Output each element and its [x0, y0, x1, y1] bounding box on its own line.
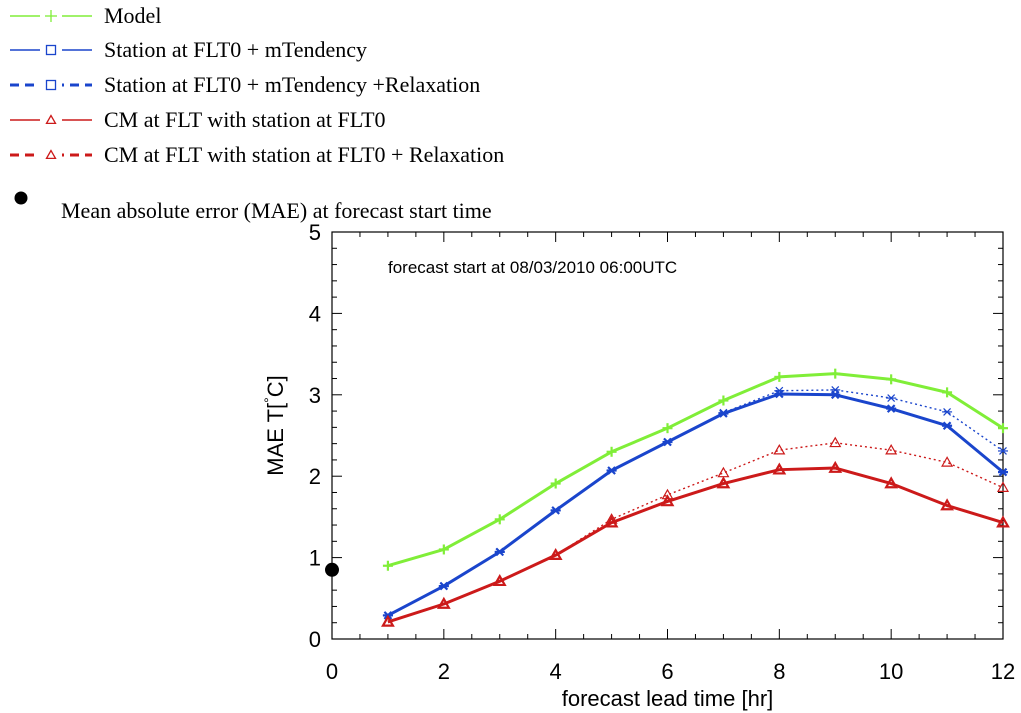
y-axis-label-main: MAE T[ — [263, 403, 288, 476]
triangle-marker — [772, 462, 787, 475]
x-tick-label: 6 — [661, 659, 673, 684]
y-axis-label-degree: ° — [261, 397, 277, 403]
x-tick-label: 0 — [326, 659, 338, 684]
legend-entry-1: Model — [10, 3, 161, 28]
triangle-marker — [381, 614, 395, 627]
y-tick-label: 2 — [309, 464, 321, 489]
x-tick-label: 10 — [879, 659, 903, 684]
plus-marker — [662, 423, 673, 434]
triangle-marker — [716, 476, 731, 489]
triangle-marker — [884, 476, 899, 489]
plus-marker — [45, 10, 57, 22]
asterisk-marker — [830, 390, 841, 400]
triangle-marker — [45, 114, 57, 125]
asterisk-marker — [494, 547, 505, 557]
plus-marker — [942, 387, 953, 398]
y-axis-label-unit: C] — [263, 375, 288, 397]
asterisk-marker — [886, 404, 897, 413]
plus-marker — [886, 374, 897, 385]
plus-marker — [774, 371, 785, 382]
x-tick-label: 2 — [438, 659, 450, 684]
asterisk-marker — [886, 394, 897, 402]
triangle-marker — [773, 443, 786, 455]
triangle-marker — [996, 481, 1010, 492]
start-point-dot — [325, 562, 339, 577]
plot-frame — [331, 231, 1004, 640]
plus-marker — [494, 514, 505, 525]
asterisk-marker — [998, 447, 1008, 455]
series-line-5 — [387, 466, 1004, 624]
triangle-marker — [941, 456, 954, 467]
triangle-marker — [45, 149, 57, 160]
triangle-marker — [660, 494, 675, 507]
x-tick-label: 4 — [550, 659, 562, 684]
asterisk-marker — [606, 466, 617, 475]
asterisk-marker — [550, 506, 561, 515]
y-tick-label: 4 — [309, 301, 321, 326]
series-line-3 — [387, 392, 1004, 617]
asterisk-marker — [942, 421, 953, 431]
legend-label: Station at FLT0 + mTendency — [104, 37, 367, 62]
series-layer — [387, 372, 1004, 624]
forecast-start-annotation: forecast start at 08/03/2010 06:00UTC — [388, 258, 677, 277]
series-line-2 — [387, 389, 1004, 617]
plus-marker — [830, 368, 841, 379]
plus-marker — [438, 544, 449, 555]
legend-label: CM at FLT with station at FLT0 — [104, 107, 386, 132]
asterisk-marker — [942, 407, 953, 416]
legend-entry-start-point: Mean absolute error (MAE) at forecast st… — [14, 191, 492, 223]
y-tick-label: 5 — [309, 220, 321, 245]
y-tick-label: 3 — [309, 383, 321, 408]
triangle-marker — [436, 596, 451, 609]
x-tick-label: 8 — [773, 659, 785, 684]
legend-entry-2: Station at FLT0 + mTendency — [10, 37, 367, 62]
legend-gap — [40, 42, 62, 58]
plus-marker — [998, 423, 1008, 434]
asterisk-marker — [998, 467, 1008, 477]
x-tick-label: 12 — [991, 659, 1015, 684]
triangle-marker — [717, 466, 730, 478]
plus-marker — [718, 395, 729, 406]
asterisk-marker — [662, 437, 673, 447]
legend-label: Model — [104, 3, 161, 28]
triangle-marker — [548, 547, 563, 561]
legend-entry-5: CM at FLT with station at FLT0 + Relaxat… — [10, 142, 504, 167]
legend-entry-3: Station at FLT0 + mTendency +Relaxation — [10, 72, 480, 97]
asterisk-marker — [774, 389, 785, 399]
triangle-marker — [828, 460, 843, 473]
series-line-4 — [387, 442, 1004, 623]
plus-marker — [382, 560, 393, 571]
triangle-marker — [604, 515, 619, 528]
square-marker — [45, 44, 57, 56]
legend-entry-4: CM at FLT with station at FLT0 — [10, 107, 386, 132]
triangle-marker — [996, 515, 1010, 528]
triangle-marker — [940, 498, 954, 511]
y-axis-label: MAE T[°C] — [261, 375, 288, 476]
legend-label: Mean absolute error (MAE) at forecast st… — [61, 198, 492, 223]
markers-layer — [325, 368, 1010, 627]
legend-gap — [40, 77, 62, 93]
y-tick-label: 1 — [309, 546, 321, 571]
legend-dot — [14, 191, 28, 205]
legend: Model Station at FLT0 + mTendency Station … — [10, 3, 504, 223]
y-tick-label: 0 — [309, 627, 321, 652]
triangle-marker — [661, 488, 674, 500]
plus-marker — [550, 478, 561, 489]
series-line-1 — [387, 372, 1004, 568]
triangle-marker — [829, 436, 842, 448]
asterisk-marker — [718, 409, 729, 418]
asterisk-marker — [438, 581, 449, 591]
legend-label: CM at FLT with station at FLT0 + Relaxat… — [104, 142, 504, 167]
plus-marker — [606, 446, 617, 457]
plot-border — [331, 231, 1004, 640]
triangle-marker — [885, 443, 898, 455]
legend-label: Station at FLT0 + mTendency +Relaxation — [104, 72, 480, 97]
triangle-marker — [492, 573, 507, 587]
x-axis-label: forecast lead time [hr] — [562, 686, 774, 711]
triangle-marker — [605, 513, 618, 524]
square-marker — [45, 79, 57, 91]
